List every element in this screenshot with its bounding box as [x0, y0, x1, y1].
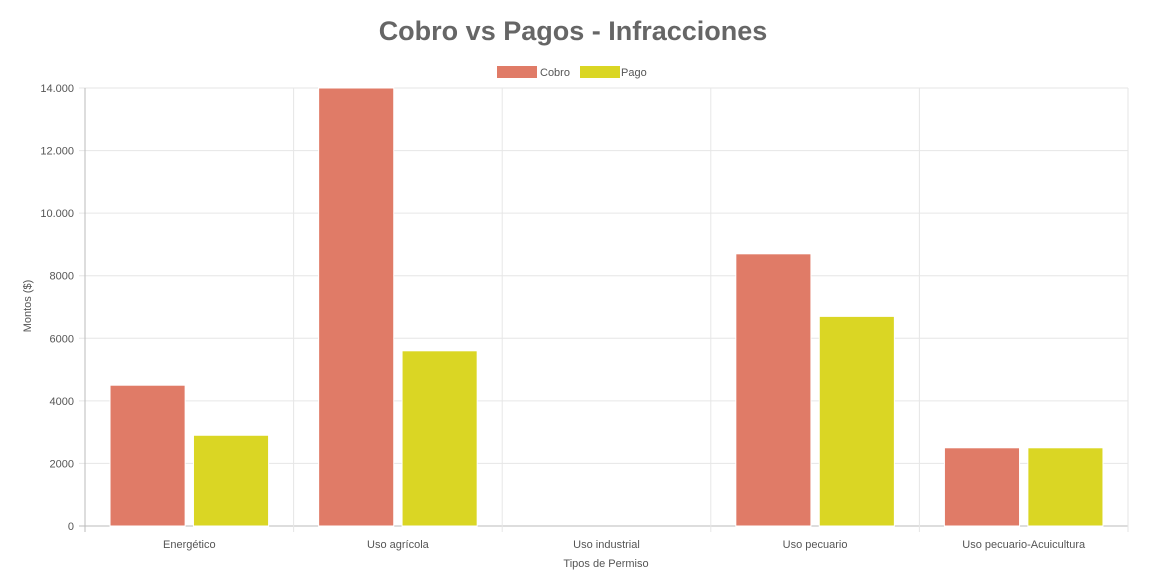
grid-lines	[79, 87, 1129, 532]
chart-title: Cobro vs Pagos - Infracciones	[379, 16, 768, 46]
y-axis-label: Montos ($)	[22, 280, 34, 333]
bar-cobro[interactable]	[943, 447, 1021, 527]
y-tick-label: 2000	[50, 458, 74, 470]
bar-pago[interactable]	[818, 315, 895, 527]
x-tick-label: Uso agrícola	[367, 539, 430, 551]
legend-label: Cobro	[540, 67, 570, 79]
legend-swatch	[580, 66, 620, 78]
y-axis-ticks: 0 2000 4000 6000 8000 10.000 12.000 14.000	[40, 83, 74, 533]
x-tick-label: Uso pecuario	[783, 539, 848, 551]
y-tick-label: 6000	[50, 333, 74, 345]
bar-pago[interactable]	[1027, 447, 1104, 527]
bars	[109, 87, 1104, 527]
bar-cobro[interactable]	[735, 253, 812, 527]
y-tick-label: 12.000	[40, 146, 74, 158]
bar-pago[interactable]	[192, 434, 270, 527]
y-tick-label: 0	[68, 521, 74, 533]
legend[interactable]: Cobro Pago	[497, 66, 647, 79]
legend-item-cobro[interactable]: Cobro	[497, 66, 570, 79]
bar-cobro[interactable]	[318, 87, 395, 527]
x-tick-label: Uso industrial	[573, 539, 640, 551]
y-tick-label: 14.000	[40, 83, 74, 95]
y-tick-label: 8000	[50, 271, 74, 283]
legend-swatch	[497, 66, 537, 78]
y-tick-label: 10.000	[40, 208, 74, 220]
bar-pago[interactable]	[401, 350, 478, 527]
x-axis-ticks: Energético Uso agrícola Uso industrial Uso …	[163, 539, 1086, 551]
legend-item-pago[interactable]: Pago	[580, 66, 647, 79]
x-tick-label: Uso pecuario-Acuicultura	[962, 539, 1086, 551]
x-tick-label: Energético	[163, 539, 216, 551]
legend-label: Pago	[621, 67, 647, 79]
bar-cobro[interactable]	[109, 384, 186, 527]
x-axis-label: Tipos de Permiso	[563, 558, 648, 570]
y-tick-label: 4000	[50, 396, 74, 408]
